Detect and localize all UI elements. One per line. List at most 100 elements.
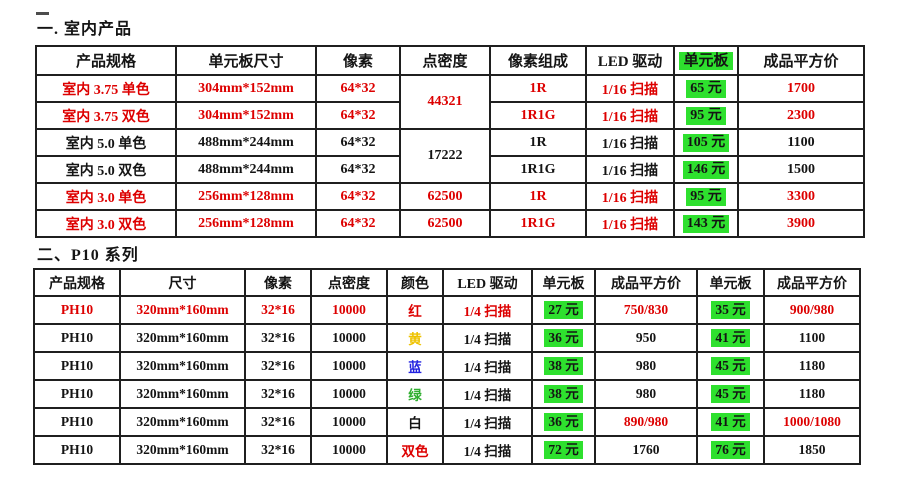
table-cell: 蓝 xyxy=(386,351,444,381)
table-row: PH10 320mm*160mm 32*16 10000 白 1/4 扫描 36 元 890/… xyxy=(33,407,861,437)
cell-value: 室内 5.0 单色 xyxy=(65,136,147,152)
cell-value: 900/980 xyxy=(789,302,835,317)
table-cell: 64*32 xyxy=(315,209,401,238)
cell-value: 10000 xyxy=(332,330,366,345)
cell-value: 室内 3.75 单色 xyxy=(62,82,150,98)
table-cell: 白 xyxy=(386,407,444,437)
cell-value: 红 xyxy=(408,304,422,319)
table-cell: 室内 3.0 双色 xyxy=(35,209,177,238)
cell-value: 38 元 xyxy=(544,385,583,403)
cell-value: 1/16 扫描 xyxy=(601,217,659,233)
column-header-label: 单元板 xyxy=(542,276,585,292)
table-cell: 1/16 扫描 xyxy=(585,209,675,238)
column-header: 成品平方价 xyxy=(763,268,861,297)
cell-value: 1000/1080 xyxy=(783,414,841,429)
column-header-label: 像素组成 xyxy=(507,54,568,70)
cell-value: 146 元 xyxy=(682,160,730,179)
table-cell: PH10 xyxy=(33,379,121,409)
table-cell: PH10 xyxy=(33,351,121,381)
table-cell: 35 元 xyxy=(696,295,765,325)
table-row: 室内 3.75 单色 304mm*152mm 64*32 44321 1R 1/16 扫描… xyxy=(35,74,865,130)
table-cell: 146 元 xyxy=(673,155,739,184)
table-row: PH10 320mm*160mm 32*16 10000 红 1/4 扫描 27 元 750/… xyxy=(33,295,861,325)
table-cell: 750/830 xyxy=(594,295,698,325)
cell-value: 320mm*160mm xyxy=(136,386,229,401)
table-row: PH10 320mm*160mm 32*16 10000 双色 1/4 扫描 72 元 176… xyxy=(33,435,861,465)
table-cell: 1180 xyxy=(763,379,861,409)
table-cell: 室内 5.0 双色 xyxy=(35,155,177,184)
column-header-label: 成品平方价 xyxy=(763,54,839,70)
table-row: PH10 320mm*160mm 32*16 10000 蓝 1/4 扫描 38 元 980 4… xyxy=(33,351,861,381)
table-cell: 62500 xyxy=(399,209,491,238)
table-cell: 62500 xyxy=(399,182,491,211)
cell-value: 750/830 xyxy=(623,302,669,317)
table-cell: 32*16 xyxy=(244,379,312,409)
table-cell: 32*16 xyxy=(244,351,312,381)
table-cell: 95 元 xyxy=(673,101,739,130)
cell-value: 32*16 xyxy=(261,330,295,345)
cell-value: 76 元 xyxy=(711,441,750,459)
cell-value: 室内 3.75 双色 xyxy=(62,109,150,125)
table-cell: 1/16 扫描 xyxy=(585,101,675,130)
table-row: PH10 320mm*160mm 32*16 10000 绿 1/4 扫描 38 元 980 4… xyxy=(33,379,861,409)
cell-value: 320mm*160mm xyxy=(136,414,229,429)
table-cell: 64*32 xyxy=(315,128,401,157)
table-cell: 41 元 xyxy=(696,323,765,353)
indoor-products-table: 产品规格 单元板尺寸 像素 点密度 像素组成 LED 驱动 单元板 成品平方价 室内 3.75 … xyxy=(35,45,865,238)
cell-value: 32*16 xyxy=(261,302,295,317)
table-cell: 室内 3.75 单色 xyxy=(35,74,177,103)
cell-value: PH10 xyxy=(60,442,94,457)
cell-value: 320mm*160mm xyxy=(136,442,229,457)
table-cell: 室内 5.0 单色 xyxy=(35,128,177,157)
cell-value: 1/4 扫描 xyxy=(463,360,512,375)
cell-value: 1760 xyxy=(632,442,660,457)
table-cell: 10000 xyxy=(310,407,388,437)
cell-value: 1/4 扫描 xyxy=(463,332,512,347)
header-row: 产品规格 单元板尺寸 像素 点密度 像素组成 LED 驱动 单元板 成品平方价 xyxy=(35,45,865,76)
table-cell: PH10 xyxy=(33,407,121,437)
column-header: 单元板 xyxy=(696,268,765,297)
table-cell: 2300 xyxy=(737,101,865,130)
cell-value: 38 元 xyxy=(544,357,583,375)
cell-value: 950 xyxy=(635,330,657,345)
table-row: 室内 3.0 单色 256mm*128mm 64*32 62500 1R 1/16 扫描 9… xyxy=(35,182,865,211)
cell-value: PH10 xyxy=(60,386,94,401)
table-cell: 1R xyxy=(489,128,587,157)
cell-value: 1R1G xyxy=(520,215,556,231)
table-cell: 32*16 xyxy=(244,295,312,325)
column-header-label: 尺寸 xyxy=(168,276,197,292)
table-cell: 320mm*160mm xyxy=(119,379,246,409)
table-cell: 1/16 扫描 xyxy=(585,74,675,103)
column-header-label: 产品规格 xyxy=(75,54,136,70)
stray-mark xyxy=(36,12,49,15)
table-cell: 1R xyxy=(489,74,587,103)
cell-value: 62500 xyxy=(427,215,463,231)
cell-value: 256mm*128mm xyxy=(198,188,294,204)
table-cell: 44321 xyxy=(399,74,491,130)
column-header-label: LED 驱动 xyxy=(597,54,663,70)
column-header-label: 单元板尺寸 xyxy=(208,54,284,70)
cell-value: 1850 xyxy=(798,442,826,457)
table-cell: 980 xyxy=(594,351,698,381)
table-row: 室内 5.0 双色 488mm*244mm 64*32 1R1G 1/16 扫描 146 … xyxy=(35,155,865,184)
cell-value: 10000 xyxy=(332,414,366,429)
table-cell: 1R xyxy=(489,182,587,211)
column-header-label: 单元板 xyxy=(709,276,752,292)
column-header-label: LED 驱动 xyxy=(457,276,518,292)
cell-value: PH10 xyxy=(60,358,94,373)
column-header: 产品规格 xyxy=(33,268,121,297)
cell-value: 64*32 xyxy=(340,188,376,204)
table-cell: 320mm*160mm xyxy=(119,407,246,437)
cell-value: 1/4 扫描 xyxy=(463,388,512,403)
column-header: 成品平方价 xyxy=(594,268,698,297)
cell-value: 室内 3.0 双色 xyxy=(65,217,147,233)
cell-value: 室内 3.0 单色 xyxy=(65,190,147,206)
cell-value: 488mm*244mm xyxy=(198,134,294,150)
column-header-label: 颜色 xyxy=(401,276,429,292)
section2-title: 二、P10 系列 xyxy=(37,247,139,264)
cell-value: 27 元 xyxy=(544,301,583,319)
table-cell: 1/4 扫描 xyxy=(442,407,533,437)
table-cell: 41 元 xyxy=(696,407,765,437)
cell-value: 65 元 xyxy=(686,79,726,98)
cell-value: 256mm*128mm xyxy=(198,215,294,231)
